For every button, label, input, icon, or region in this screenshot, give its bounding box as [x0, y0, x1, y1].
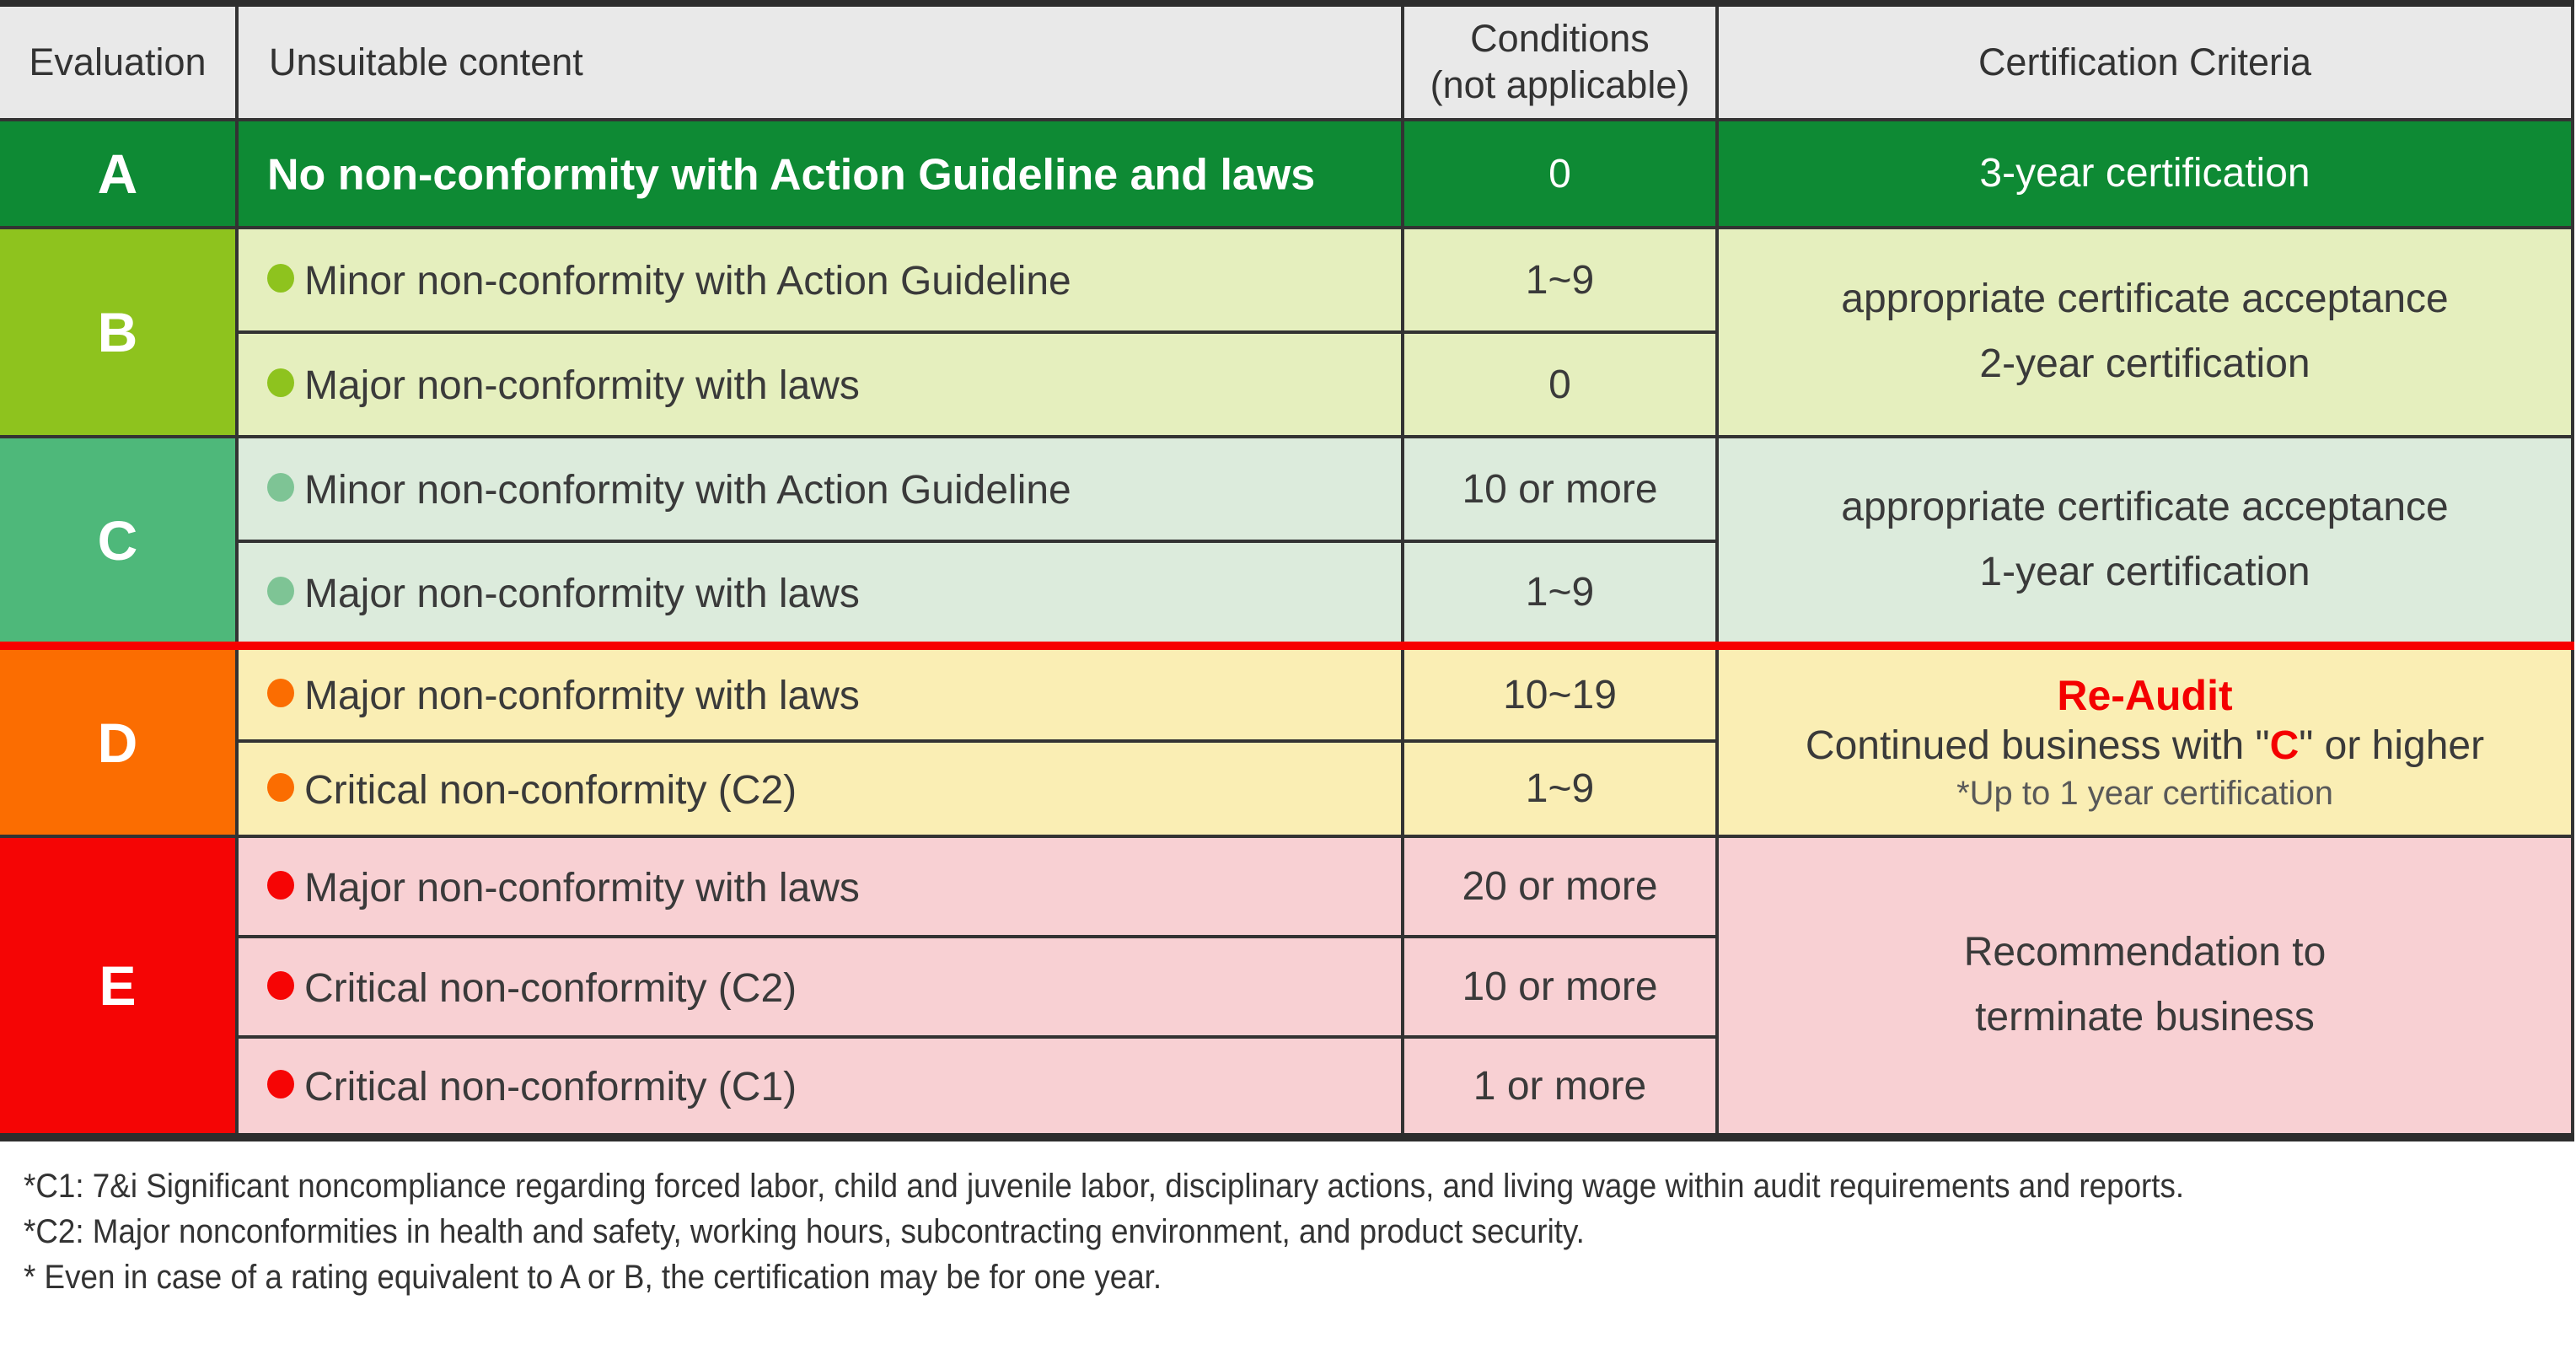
- bullet-icon: [267, 473, 294, 502]
- footnote-c2: *C2: Major nonconformities in health and…: [24, 1213, 1585, 1250]
- table-row-b2: Major non-conformity with laws 0: [0, 330, 2573, 438]
- conditions-value-d1: 10~19: [1401, 642, 1719, 743]
- table-row-d2: Critical non-conformity (C2) 1~9: [0, 739, 2573, 838]
- unsuitable-item-b2: Major non-conformity with laws: [237, 330, 1404, 438]
- item-text: No non-conformity with Action Guideline …: [267, 150, 1316, 200]
- item-text: Critical non-conformity (C2): [304, 767, 797, 813]
- conditions-value-b1: 1~9: [1401, 226, 1719, 334]
- table-row-e3: Critical non-conformity (C1) 1 or more: [0, 1035, 2573, 1139]
- certification-cell-b: appropriate certificate acceptance 2-yea…: [1715, 226, 2574, 438]
- table-row-e2: Critical non-conformity (C2) 10 or more: [0, 935, 2573, 1039]
- unsuitable-item-e2: Critical non-conformity (C2): [237, 935, 1404, 1039]
- unsuitable-item-e1: Major non-conformity with laws: [235, 835, 1404, 938]
- certification-line2: terminate business: [1975, 995, 2315, 1039]
- bullet-icon: [267, 970, 294, 1000]
- footnote-rating: * Even in case of a rating equivalent to…: [24, 1259, 1162, 1296]
- unsuitable-item-a: No non-conformity with Action Guideline …: [235, 118, 1404, 229]
- certification-cell-d: Re-Audit Continued business with "C" or …: [1715, 642, 2574, 838]
- bullet-icon: [267, 870, 294, 900]
- item-text: Minor non-conformity with Action Guideli…: [304, 258, 1071, 303]
- table-row-c1: C Minor non-conformity with Action Guide…: [0, 435, 2574, 647]
- certification-line1: appropriate certificate acceptance: [1841, 484, 2449, 529]
- header-cell-certification-criteria: Certification Criteria: [1715, 2, 2574, 121]
- item-text: Major non-conformity with laws: [304, 673, 860, 718]
- bullet-icon: [267, 772, 294, 802]
- re-audit-title: Re-Audit: [2057, 671, 2233, 719]
- bullet-icon: [267, 1070, 294, 1099]
- table-row-c2: Major non-conformity with laws 1~9: [0, 540, 2573, 647]
- certification-line1: appropriate certificate acceptance: [1841, 277, 2449, 322]
- conditions-value-a: 0: [1401, 118, 1719, 229]
- grade-cell-c: C: [0, 435, 239, 647]
- grade-cell-d: D: [0, 642, 239, 838]
- unsuitable-item-c1: Minor non-conformity with Action Guideli…: [235, 435, 1404, 543]
- footnote-c1: *C1: 7&i Significant noncompliance regar…: [24, 1168, 2185, 1205]
- item-text: Major non-conformity with laws: [304, 865, 860, 910]
- grade-cell-e: E: [0, 835, 239, 1139]
- item-text: Critical non-conformity (C2): [304, 965, 797, 1011]
- re-audit-line-suffix: " or higher: [2299, 722, 2485, 768]
- certification-line2: 2-year certification: [1979, 341, 2310, 386]
- table-row-d1: D Major non-conformity with laws 10~19 R…: [0, 642, 2574, 838]
- conditions-value-c2: 1~9: [1401, 540, 1719, 647]
- table-row-b1: B Minor non-conformity with Action Guide…: [0, 226, 2574, 438]
- item-text: Minor non-conformity with Action Guideli…: [304, 467, 1071, 513]
- conditions-value-c1: 10 or more: [1401, 435, 1719, 543]
- certification-line1: Recommendation to: [1963, 930, 2326, 975]
- header-cell-unsuitable-content: Unsuitable content: [235, 2, 1404, 121]
- bullet-icon: [267, 679, 294, 708]
- certification-cell-c: appropriate certificate acceptance 1-yea…: [1715, 435, 2574, 647]
- conditions-value-e3: 1 or more: [1401, 1035, 1719, 1139]
- conditions-value-e1: 20 or more: [1401, 835, 1719, 938]
- re-audit-line-prefix: Continued business with ": [1805, 722, 2270, 768]
- unsuitable-item-d1: Major non-conformity with laws: [235, 642, 1404, 743]
- unsuitable-item-d2: Critical non-conformity (C2): [237, 739, 1404, 838]
- bullet-icon: [267, 368, 294, 398]
- re-audit-note: *Up to 1 year certification: [1956, 774, 2333, 812]
- item-text: Critical non-conformity (C1): [304, 1064, 797, 1109]
- certification-cell-e: Recommendation to terminate business: [1715, 835, 2574, 1139]
- evaluation-criteria-table: Evaluation Unsuitable content Conditions…: [0, 0, 2574, 1141]
- item-text: Major non-conformity with laws: [304, 363, 860, 408]
- conditions-value-d2: 1~9: [1401, 739, 1719, 838]
- bullet-icon: [267, 264, 294, 293]
- conditions-value-b2: 0: [1401, 330, 1719, 438]
- table-header-row: Evaluation Unsuitable content Conditions…: [0, 2, 2574, 121]
- item-text: Major non-conformity with laws: [304, 571, 860, 616]
- header-conditions-line1: Conditions: [1470, 17, 1650, 61]
- unsuitable-item-c2: Major non-conformity with laws: [237, 540, 1404, 647]
- table-row-e1: E Major non-conformity with laws 20 or m…: [0, 835, 2574, 1139]
- certification-line2: 1-year certification: [1979, 549, 2310, 594]
- unsuitable-item-e3: Critical non-conformity (C1): [237, 1035, 1404, 1139]
- bullet-icon: [267, 576, 294, 605]
- unsuitable-item-b1: Minor non-conformity with Action Guideli…: [235, 226, 1404, 334]
- conditions-value-e2: 10 or more: [1401, 935, 1719, 1039]
- grade-cell-a: A: [0, 118, 239, 229]
- grade-cell-b: B: [0, 226, 239, 438]
- re-audit-line: Continued business with "C" or higher: [1720, 721, 2569, 771]
- header-conditions-line2: (not applicable): [1430, 63, 1690, 106]
- header-cell-conditions: Conditions (not applicable): [1401, 2, 1719, 121]
- header-cell-evaluation: Evaluation: [0, 2, 239, 121]
- footnotes: *C1: 7&i Significant noncompliance regar…: [0, 1141, 2576, 1300]
- certification-cell-a: 3-year certification: [1715, 118, 2574, 229]
- re-audit-grade-highlight: C: [2269, 722, 2300, 768]
- table-row-a: A No non-conformity with Action Guidelin…: [0, 118, 2574, 229]
